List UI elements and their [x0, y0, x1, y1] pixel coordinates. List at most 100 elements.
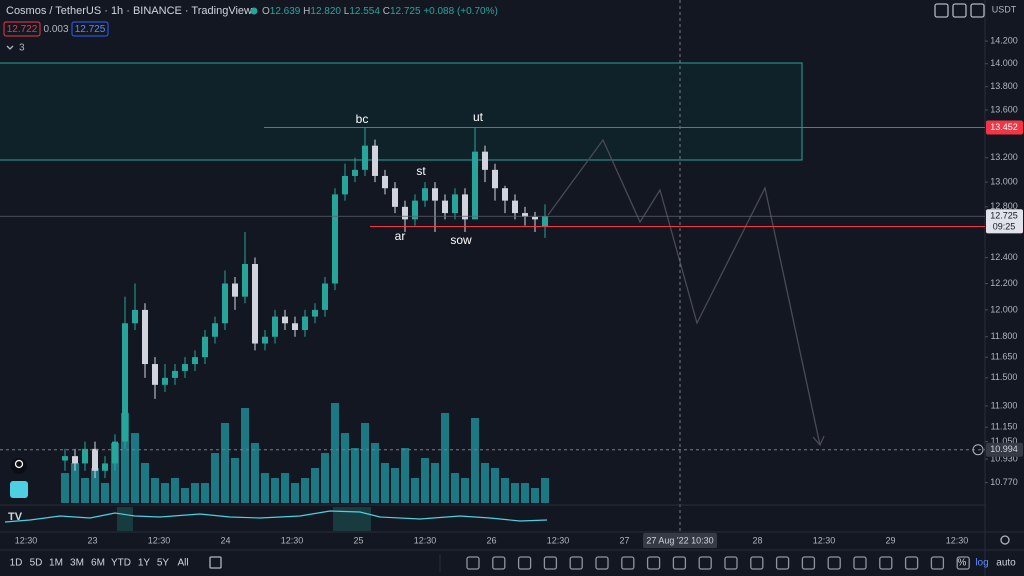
x-tick-label: 26	[486, 535, 496, 545]
drawing-tool[interactable]	[569, 556, 583, 570]
range-button[interactable]: 5Y	[157, 558, 170, 569]
add-alert-btn[interactable]	[972, 444, 984, 456]
drawing-tool[interactable]	[827, 556, 841, 570]
range-button[interactable]: 1M	[49, 558, 63, 569]
osc-shade	[333, 507, 371, 531]
candle-body	[182, 364, 188, 371]
candle-body	[172, 370, 178, 378]
volume-bar	[291, 483, 299, 503]
idea-icon-bulb	[14, 459, 24, 469]
y-tick-label: 13.000	[990, 176, 1018, 186]
x-tick-label: 12:30	[946, 535, 969, 545]
candle-body	[222, 283, 228, 324]
drawing-tool[interactable]	[466, 556, 480, 570]
drawing-tool[interactable]	[646, 556, 661, 570]
volume-bar	[191, 483, 199, 503]
range-button[interactable]: 6M	[91, 558, 105, 569]
drawing-tool[interactable]	[621, 556, 635, 570]
volume-bar	[411, 478, 419, 503]
candle-body	[382, 175, 388, 189]
drawing-tool[interactable]	[879, 556, 893, 570]
ohlc-change: +0.088 (+0.70%)	[423, 6, 498, 17]
ohlc-key: C	[383, 6, 390, 17]
drawing-tool[interactable]	[517, 556, 532, 570]
candle-body	[112, 441, 118, 464]
range-button[interactable]: 1Y	[138, 558, 151, 569]
x-tick-label: 28	[752, 535, 762, 545]
volume-bar	[261, 473, 269, 503]
bid: 12.722	[7, 24, 38, 35]
ask-box[interactable]	[71, 21, 109, 37]
candle-body	[392, 188, 398, 207]
volume-bar	[231, 458, 239, 503]
x-tick-label: 12:30	[813, 535, 836, 545]
candle-body	[532, 216, 538, 220]
crosshair-time-bg	[643, 533, 717, 548]
drawing-tool[interactable]	[672, 556, 687, 570]
candle-body	[542, 216, 548, 228]
candle-body	[432, 188, 438, 201]
axis-settings[interactable]	[1000, 535, 1010, 545]
level-label-bg	[986, 120, 1023, 135]
scale-button[interactable]: log	[975, 558, 988, 569]
candle-body	[162, 377, 168, 385]
candle-body	[422, 188, 428, 201]
drawing-tool[interactable]	[775, 556, 790, 570]
volume-bar	[131, 433, 139, 503]
volume-bar	[421, 458, 429, 503]
volume-bar	[71, 463, 79, 503]
range-button[interactable]: All	[177, 558, 188, 569]
ask: 12.725	[75, 24, 106, 35]
drawing-tool[interactable]	[724, 556, 738, 570]
annotation: st	[416, 164, 426, 178]
range-button[interactable]: 5D	[30, 558, 43, 569]
volume-bar	[541, 478, 549, 503]
scroll-down-btn[interactable]	[934, 3, 949, 18]
countdown: 09:25	[993, 222, 1016, 232]
volume-bar	[531, 488, 539, 503]
volume-bar	[211, 453, 219, 503]
drawing-tool[interactable]	[904, 556, 919, 570]
x-tick-label: 29	[885, 535, 895, 545]
drawing-tool[interactable]	[595, 556, 609, 570]
drawing-tool[interactable]	[956, 556, 970, 570]
volume-bar	[161, 483, 169, 503]
volume-bar	[491, 468, 499, 503]
settings-btn[interactable]	[952, 3, 967, 18]
collapse-icon[interactable]	[6, 45, 14, 50]
y-tick-label: 13.600	[990, 104, 1018, 114]
scale-button[interactable]: %	[958, 558, 967, 569]
candle-body	[312, 309, 318, 317]
tv-logo: TV	[8, 511, 23, 523]
candle-body	[452, 194, 458, 214]
volume-bar	[221, 423, 229, 503]
bid-box[interactable]	[3, 21, 41, 37]
calendar-btn[interactable]	[209, 556, 222, 569]
annotation: sow	[450, 233, 472, 247]
range-button[interactable]: 1D	[10, 558, 23, 569]
drawing-tool[interactable]	[930, 556, 945, 570]
candle-body	[192, 357, 198, 365]
volume-bar	[301, 478, 309, 503]
crosshair-price: 10.994	[990, 444, 1018, 454]
idea-icon[interactable]	[11, 458, 27, 474]
volume-bar	[511, 483, 519, 503]
volume-bar	[361, 423, 369, 503]
volume-bar	[61, 473, 69, 503]
volume-bar	[461, 478, 469, 503]
scale-button[interactable]: auto	[996, 558, 1016, 569]
candle-body	[232, 283, 238, 297]
drawing-tool[interactable]	[801, 556, 816, 570]
drawing-tool[interactable]	[492, 556, 506, 570]
drawing-tool[interactable]	[698, 556, 712, 570]
y-tick-label: 14.000	[990, 58, 1018, 68]
maximize-btn[interactable]	[970, 3, 985, 18]
drawing-tool[interactable]	[853, 556, 867, 570]
drawing-tool[interactable]	[750, 556, 764, 570]
range-button[interactable]: YTD	[111, 558, 131, 569]
volume-bar	[121, 413, 129, 503]
range-button[interactable]: 3M	[70, 558, 84, 569]
snapshot-icon[interactable]	[10, 481, 28, 498]
drawing-tool[interactable]	[543, 556, 558, 570]
